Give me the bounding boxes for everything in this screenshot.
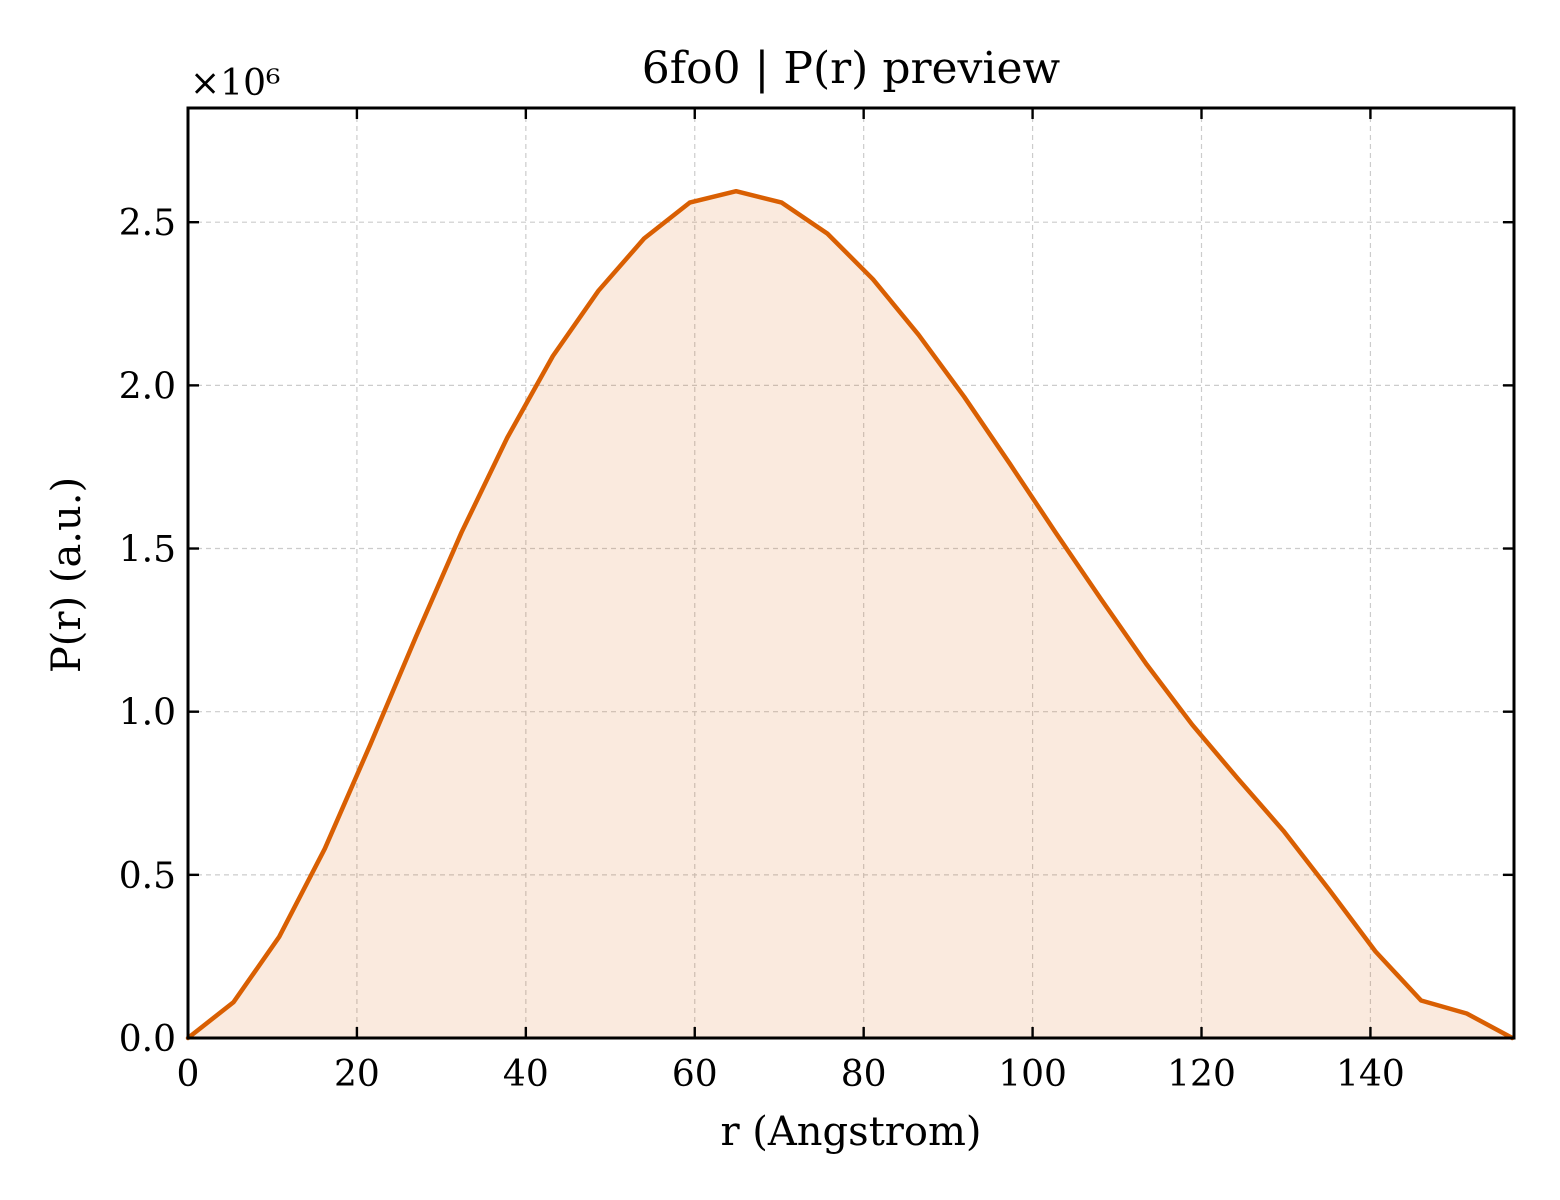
y-axis-title: P(r) (a.u.) xyxy=(44,477,90,673)
x-tick-label: 140 xyxy=(1336,1054,1405,1095)
x-tick-label: 0 xyxy=(177,1054,200,1095)
series-area-fill xyxy=(188,191,1513,1038)
x-tick-label: 20 xyxy=(334,1054,380,1095)
x-tick-label: 100 xyxy=(998,1054,1067,1095)
x-tick-label: 60 xyxy=(672,1054,718,1095)
plot-frame xyxy=(186,106,1516,1040)
y-multiplier-label: ×10⁶ xyxy=(190,63,280,104)
axis-ticks: 0 20 40 60 80 100 120 140 0.0 0.5 1.0 1.5 2.0 2.5 xyxy=(119,108,1514,1095)
y-tick-label: 1.5 xyxy=(119,530,176,571)
y-tick-label: 2.5 xyxy=(119,203,176,244)
y-tick-label: 0.0 xyxy=(119,1019,176,1060)
x-tick-label: 80 xyxy=(841,1054,887,1095)
y-tick-label: 0.5 xyxy=(119,856,176,897)
plot-area xyxy=(185,188,1515,1041)
series-line xyxy=(185,188,1515,1041)
x-axis-title: r (Angstrom) xyxy=(720,1109,981,1155)
chart-title: 6fo0 | P(r) preview xyxy=(642,43,1061,94)
x-tick-label: 120 xyxy=(1167,1054,1236,1095)
x-tick-label: 40 xyxy=(503,1054,549,1095)
y-tick-label: 1.0 xyxy=(119,693,176,734)
y-tick-label: 2.0 xyxy=(119,366,176,407)
